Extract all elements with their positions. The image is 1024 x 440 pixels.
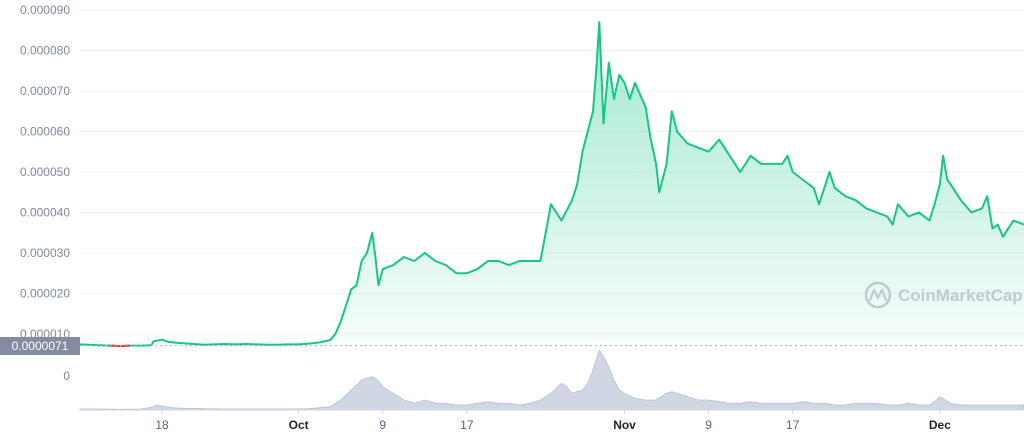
y-axis-ticks: 0.0000100.0000200.0000300.0000400.000050… <box>20 3 70 341</box>
grid-lines <box>80 9 1024 335</box>
y-tick-label: 0.000040 <box>20 205 70 219</box>
y-tick-label: 0.000050 <box>20 165 70 179</box>
x-tick-label: 9 <box>379 418 386 432</box>
price-series-line <box>79 21 1024 347</box>
x-tick-label: 18 <box>155 418 169 432</box>
volume-area <box>79 349 1024 411</box>
watermark: CoinMarketCap <box>864 281 1023 309</box>
watermark-text: CoinMarketCap <box>898 286 1023 305</box>
y-tick-label: 0.000090 <box>20 3 70 17</box>
y-tick-label: 0.000080 <box>20 43 70 57</box>
x-tick-label: Nov <box>613 418 636 432</box>
current-price-badge-bg <box>0 337 80 355</box>
current-price-label: 0.0000071 <box>12 339 69 353</box>
volume-baseline-label: 0 <box>63 369 70 383</box>
volume-bars <box>79 349 1024 411</box>
y-tick-label: 0.000020 <box>20 286 70 300</box>
x-tick-label: 17 <box>786 418 800 432</box>
price-area-fill <box>80 22 1024 346</box>
y-tick-label: 0.000030 <box>20 246 70 260</box>
x-tick-label: 9 <box>705 418 712 432</box>
current-price-badge: 0.0000071 <box>0 337 1024 355</box>
price-area <box>80 22 1024 346</box>
coinmarketcap-logo-icon <box>864 281 892 309</box>
x-tick-label: Oct <box>289 418 309 432</box>
x-axis-ticks: 18 Oct 9 17 Nov 9 17 Dec <box>155 410 951 432</box>
y-tick-label: 0.000070 <box>20 84 70 98</box>
x-tick-label: Dec <box>929 418 951 432</box>
x-tick-label: 17 <box>460 418 474 432</box>
y-tick-label: 0.000060 <box>20 124 70 138</box>
